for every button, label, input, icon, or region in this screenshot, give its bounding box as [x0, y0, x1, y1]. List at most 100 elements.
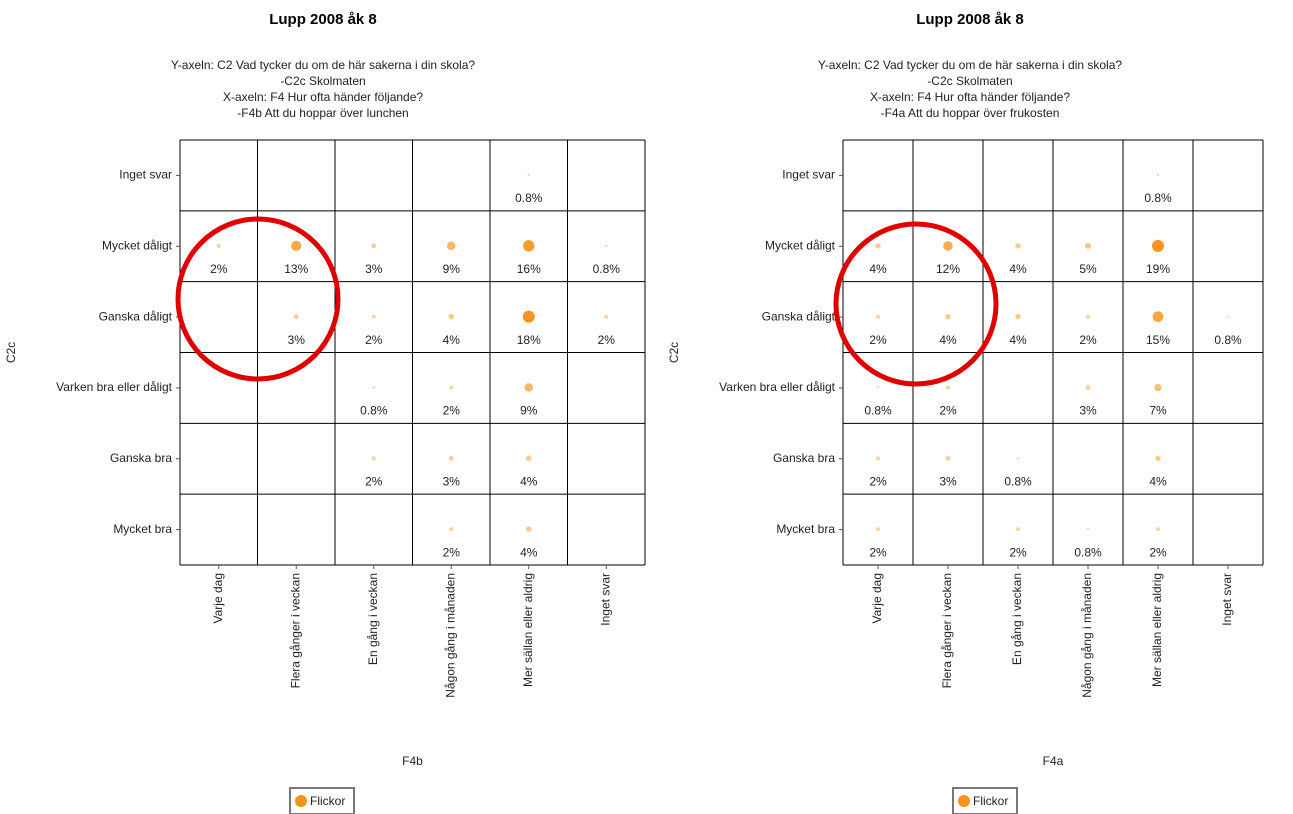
y-tick-label: Mycket bra	[776, 522, 835, 536]
value-label: 3%	[1079, 404, 1097, 418]
x-tick-label: Varje dag	[870, 573, 884, 623]
bubble	[447, 241, 456, 251]
y-tick-label: Mycket bra	[113, 522, 172, 536]
value-label: 3%	[939, 475, 957, 489]
bubble	[876, 456, 880, 461]
bubble	[945, 313, 951, 320]
y-tick-label: Varken bra eller dåligt	[719, 380, 836, 394]
bubble	[291, 240, 302, 251]
value-label: 4%	[443, 333, 461, 347]
subtitle: -C2c Skolmaten	[280, 74, 365, 88]
bubble	[876, 314, 880, 319]
y-tick-label: Ganska dåligt	[99, 309, 173, 323]
value-label: 12%	[936, 262, 960, 276]
y-tick-label: Mycket dåligt	[102, 238, 173, 252]
value-label: 4%	[520, 545, 538, 559]
subtitle: X-axeln: F4 Hur ofta händer följande?	[223, 90, 423, 104]
value-label: 0.8%	[1144, 191, 1172, 205]
bubble	[449, 385, 454, 390]
value-label: 3%	[365, 262, 383, 276]
bubble	[1085, 385, 1091, 390]
value-label: 2%	[365, 475, 383, 489]
value-label: 16%	[517, 262, 541, 276]
bubble	[525, 526, 532, 532]
x-tick-label: Flera gånger i veckan	[940, 573, 954, 688]
bubble	[1156, 527, 1160, 532]
bubble	[372, 386, 376, 389]
bubble	[371, 456, 376, 461]
value-label: 4%	[1009, 262, 1027, 276]
value-label: 2%	[869, 333, 887, 347]
x-tick-label: En gång i veckan	[366, 573, 380, 665]
value-label: 2%	[598, 333, 616, 347]
x-tick-label: Mer sällan eller aldrig	[521, 573, 535, 687]
value-label: 0.8%	[515, 191, 543, 205]
value-label: 2%	[365, 333, 383, 347]
value-label: 4%	[520, 475, 538, 489]
bubble	[523, 240, 535, 252]
bubble	[875, 243, 881, 249]
bubble	[1152, 239, 1164, 252]
value-label: 4%	[939, 333, 957, 347]
value-label: 2%	[443, 404, 461, 418]
legend-label: Flickor	[310, 794, 345, 808]
bubble	[943, 241, 953, 251]
x-tick-label: Inget svar	[598, 573, 612, 626]
value-label: 3%	[288, 333, 306, 347]
highlight-circle	[833, 221, 999, 387]
subtitle: X-axeln: F4 Hur ofta händer följande?	[870, 90, 1070, 104]
bubble	[1152, 311, 1164, 322]
bubble	[1084, 242, 1092, 249]
value-label: 0.8%	[1004, 475, 1032, 489]
bubble	[1016, 457, 1020, 460]
bubble	[1016, 527, 1020, 532]
bubble	[448, 455, 454, 461]
bubble	[876, 527, 880, 532]
bubble	[1154, 383, 1162, 392]
bubble	[293, 314, 299, 320]
y-axis-label: C2c	[667, 342, 681, 363]
legend-marker	[295, 795, 307, 807]
x-tick-label: Flera gånger i veckan	[288, 573, 302, 688]
value-label: 2%	[1009, 545, 1027, 559]
y-tick-label: Ganska bra	[110, 451, 172, 465]
bubble	[876, 386, 880, 389]
bubble	[1086, 314, 1090, 319]
bubble	[1226, 315, 1230, 318]
bubble	[371, 314, 376, 319]
bubble	[1156, 173, 1160, 177]
content: Lupp 2008 åk 8 Y-axeln: C2 Vad tycker du …	[4, 11, 1264, 814]
value-label: 2%	[1149, 545, 1167, 559]
value-label: 9%	[443, 262, 461, 276]
value-label: 0.8%	[360, 404, 388, 418]
value-label: 4%	[869, 262, 887, 276]
y-tick-label: Mycket dåligt	[765, 238, 836, 252]
value-label: 2%	[939, 404, 957, 418]
bubble	[524, 383, 533, 392]
value-label: 2%	[443, 545, 461, 559]
value-label: 4%	[1149, 475, 1167, 489]
x-axis-label: F4a	[1043, 754, 1064, 768]
bubble	[1155, 455, 1161, 462]
value-label: 0.8%	[864, 404, 892, 418]
value-label: 2%	[210, 262, 228, 276]
bubble	[448, 313, 455, 320]
x-tick-label: En gång i veckan	[1010, 573, 1024, 665]
value-label: 0.8%	[1074, 545, 1102, 559]
value-label: 9%	[520, 404, 538, 418]
subtitle: -F4b Att du hoppar över lunchen	[237, 106, 408, 120]
value-label: 7%	[1149, 404, 1167, 418]
value-label: 2%	[1079, 333, 1097, 347]
subtitle: -C2c Skolmaten	[927, 74, 1012, 88]
x-tick-label: Inget svar	[1220, 573, 1234, 626]
y-tick-label: Inget svar	[119, 168, 172, 182]
bubble	[449, 527, 454, 532]
y-tick-label: Ganska bra	[773, 451, 835, 465]
value-label: 13%	[284, 262, 308, 276]
y-tick-label: Varken bra eller dåligt	[56, 380, 173, 394]
bubble	[1015, 243, 1021, 249]
value-label: 5%	[1079, 262, 1097, 276]
bubble	[527, 173, 531, 177]
